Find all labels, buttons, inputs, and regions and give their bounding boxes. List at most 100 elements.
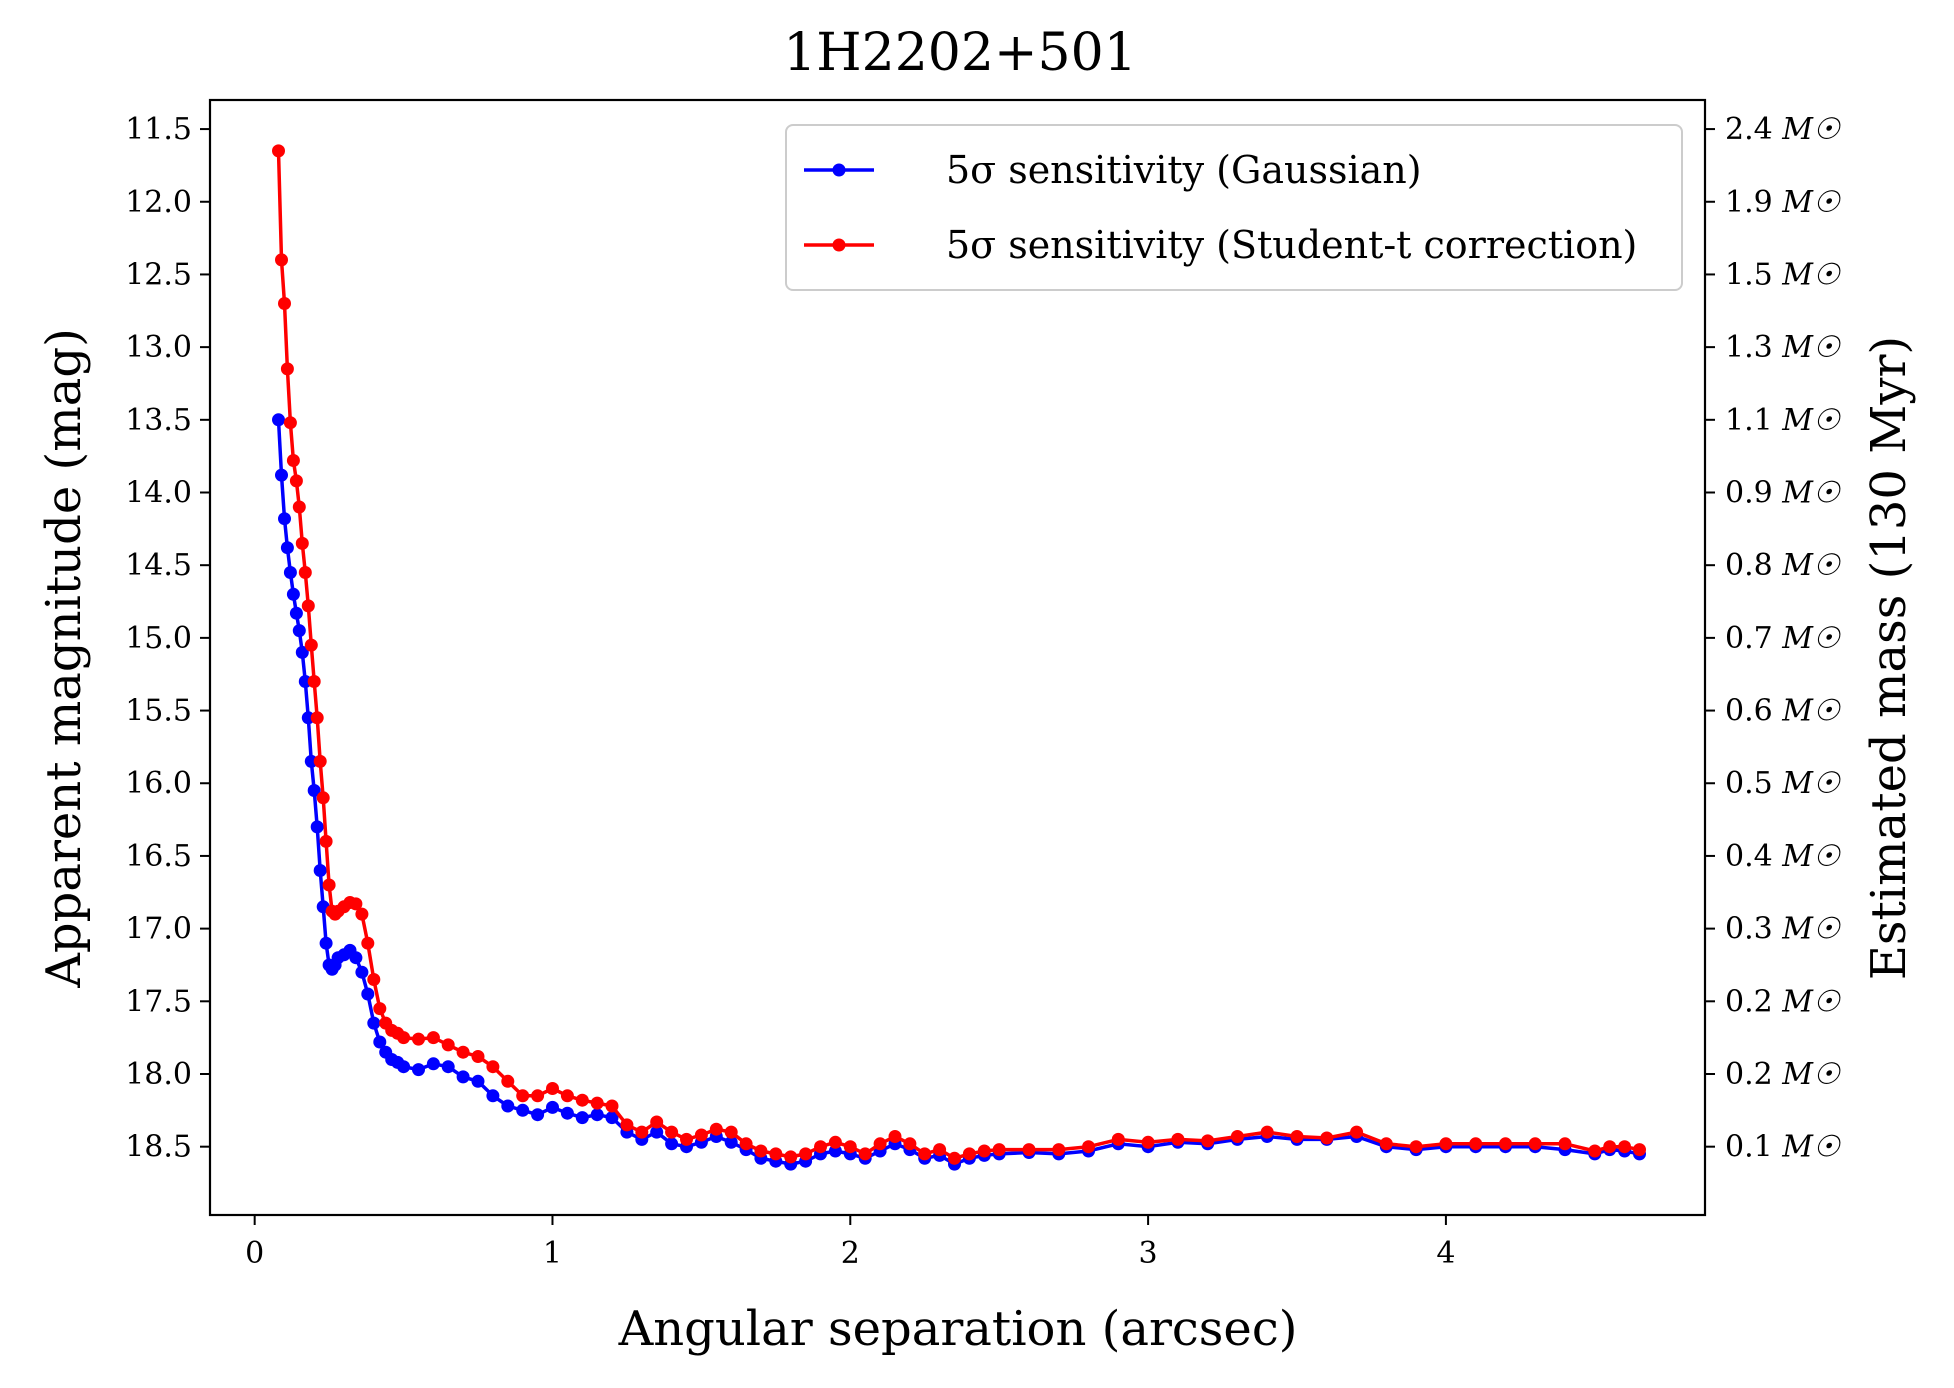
series-point bbox=[1379, 1137, 1393, 1151]
series-point bbox=[977, 1144, 991, 1158]
right-tick-value: 0.6 bbox=[1725, 694, 1782, 729]
x-axis-ticks: 0 1 2 3 4 bbox=[245, 1215, 1455, 1271]
right-tick-value: 0.1 bbox=[1725, 1130, 1782, 1165]
series-point bbox=[620, 1118, 634, 1132]
right-tick-unit: M☉ bbox=[1781, 185, 1841, 220]
right-tick-unit: M☉ bbox=[1781, 912, 1841, 947]
series-point bbox=[275, 468, 288, 482]
series-point bbox=[486, 1089, 500, 1103]
series-point bbox=[560, 1106, 574, 1120]
series-point bbox=[1558, 1137, 1572, 1151]
series-point bbox=[1111, 1132, 1125, 1146]
series-point bbox=[724, 1135, 738, 1149]
series-point bbox=[373, 1035, 387, 1049]
y-tick-label: 16.0 bbox=[125, 766, 192, 801]
series-point bbox=[280, 541, 294, 555]
right-tick-value: 0.4 bbox=[1725, 839, 1782, 874]
series-point bbox=[650, 1125, 664, 1139]
x-tick-label: 0 bbox=[245, 1236, 264, 1271]
series-point bbox=[310, 711, 324, 725]
series-point bbox=[1082, 1140, 1095, 1154]
series-point bbox=[278, 297, 291, 310]
x-tick-label: 4 bbox=[1436, 1236, 1455, 1271]
right-tick-label: 1.9 M☉ bbox=[1725, 185, 1841, 220]
series-point bbox=[426, 1057, 440, 1071]
series-point bbox=[650, 1115, 664, 1129]
series-point bbox=[286, 454, 300, 467]
series-point bbox=[355, 907, 369, 921]
series-point bbox=[289, 606, 303, 620]
right-tick-value: 1.1 bbox=[1725, 403, 1782, 438]
series-point bbox=[709, 1122, 723, 1136]
right-axis-ticks: 2.4 M☉1.9 M☉1.5 M☉1.3 M☉1.1 M☉0.9 M☉0.8 … bbox=[1705, 112, 1841, 1165]
series-point bbox=[280, 362, 294, 376]
chart-title: 1H2202+501 bbox=[783, 23, 1137, 83]
x-tick-label: 3 bbox=[1139, 1236, 1158, 1271]
right-tick-label: 1.5 M☉ bbox=[1725, 257, 1841, 292]
series-point bbox=[560, 1089, 574, 1103]
series-point bbox=[441, 1060, 455, 1074]
y-tick-label: 14.5 bbox=[125, 548, 192, 583]
series-point bbox=[962, 1147, 976, 1161]
series-point bbox=[501, 1099, 515, 1113]
y-tick-label: 18.0 bbox=[125, 1057, 192, 1092]
right-tick-value: 0.3 bbox=[1725, 912, 1782, 947]
series-point bbox=[272, 144, 285, 158]
right-tick-unit: M☉ bbox=[1781, 1057, 1841, 1092]
series-point bbox=[292, 500, 306, 514]
right-tick-value: 1.5 bbox=[1725, 257, 1782, 292]
series-point bbox=[456, 1045, 470, 1059]
series-point bbox=[301, 711, 315, 725]
series-point bbox=[1618, 1140, 1632, 1154]
series-point bbox=[322, 878, 336, 892]
series-point bbox=[1439, 1137, 1453, 1151]
right-tick-label: 2.4 M☉ bbox=[1725, 112, 1841, 147]
series-point bbox=[590, 1096, 604, 1110]
right-tick-unit: M☉ bbox=[1781, 548, 1841, 583]
series-point bbox=[349, 897, 363, 911]
legend-entry-label: 5σ sensitivity (Student-t correction) bbox=[946, 223, 1637, 267]
series-point bbox=[784, 1150, 798, 1164]
legend-marker bbox=[832, 163, 846, 177]
series-point bbox=[355, 965, 369, 979]
series-point bbox=[426, 1031, 440, 1045]
series-point bbox=[319, 936, 333, 950]
series-point bbox=[873, 1137, 887, 1151]
right-tick-label: 0.4 M☉ bbox=[1725, 839, 1841, 874]
series-point bbox=[1528, 1137, 1542, 1151]
series-point bbox=[680, 1132, 693, 1146]
right-tick-unit: M☉ bbox=[1781, 112, 1841, 147]
right-tick-unit: M☉ bbox=[1781, 621, 1841, 656]
series-point bbox=[397, 1031, 411, 1045]
right-axis-label: Estimated mass (130 Myr) bbox=[1861, 336, 1917, 980]
series-point bbox=[933, 1143, 947, 1157]
series-point bbox=[1290, 1130, 1304, 1143]
series-point bbox=[724, 1125, 738, 1139]
series-point bbox=[441, 1038, 455, 1052]
series-point bbox=[992, 1143, 1006, 1157]
series-point bbox=[948, 1151, 961, 1165]
series-point bbox=[1201, 1134, 1215, 1148]
series-point bbox=[319, 834, 333, 848]
right-tick-label: 0.2 M☉ bbox=[1725, 1057, 1841, 1092]
y-tick-label: 16.5 bbox=[125, 839, 192, 874]
series-point bbox=[367, 973, 381, 986]
series-point bbox=[307, 675, 321, 688]
series-point bbox=[575, 1111, 589, 1125]
series-point bbox=[349, 951, 363, 965]
y-tick-label: 18.5 bbox=[125, 1130, 192, 1165]
series-point bbox=[1588, 1144, 1602, 1158]
plot-frame bbox=[208, 98, 1707, 1217]
series-point bbox=[1603, 1140, 1617, 1154]
right-tick-label: 0.3 M☉ bbox=[1725, 912, 1841, 947]
series-point bbox=[412, 1063, 425, 1077]
series-point bbox=[313, 864, 327, 877]
right-tick-label: 0.5 M☉ bbox=[1725, 766, 1841, 801]
series-point bbox=[295, 536, 309, 550]
series-point bbox=[590, 1108, 604, 1122]
right-tick-value: 0.5 bbox=[1725, 766, 1782, 801]
series-point bbox=[769, 1147, 783, 1161]
y-axis-ticks: 11.5 12.0 12.5 13.0 13.5 14.0 14.5 15.0 15.5 16.0… bbox=[125, 112, 210, 1165]
x-tick-label: 1 bbox=[543, 1236, 562, 1271]
series-point bbox=[283, 566, 297, 579]
